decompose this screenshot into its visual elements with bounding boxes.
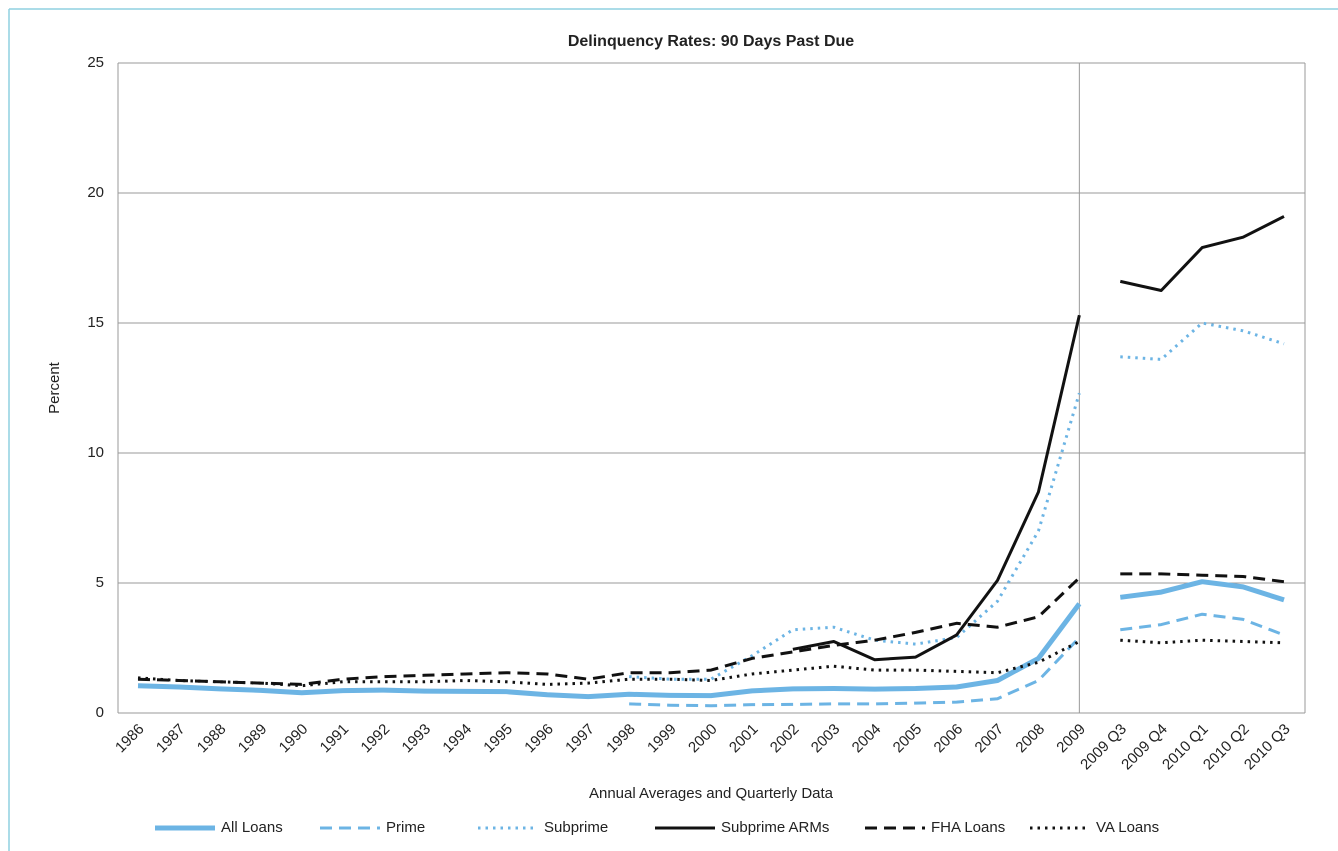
- legend-label: VA Loans: [1096, 819, 1159, 836]
- x-tick-label: 1995: [480, 721, 516, 757]
- x-tick-label: 1987: [153, 721, 189, 757]
- series-line: [1119, 579, 1285, 603]
- x-tick-label: 1991: [317, 721, 353, 757]
- x-tick-label: 2005: [890, 721, 926, 757]
- x-tick-label: 2000: [685, 721, 721, 757]
- series-line: [1120, 638, 1285, 645]
- x-tick-label: 2003: [808, 721, 844, 757]
- legend-label: Prime: [386, 819, 425, 836]
- x-tick-label: 1992: [358, 721, 394, 757]
- series-line: [1120, 612, 1285, 637]
- x-tick-label: 1993: [399, 721, 435, 757]
- series-line: [1119, 215, 1285, 292]
- series-line: [1120, 321, 1285, 361]
- y-tick-label: 10: [87, 444, 104, 461]
- x-tick-label: 2001: [726, 721, 762, 757]
- x-tick-label: 1994: [439, 721, 475, 757]
- x-tick-label: 1988: [194, 721, 230, 757]
- series-line: [137, 640, 1081, 688]
- legend-label: All Loans: [221, 819, 283, 836]
- y-axis-label: Percent: [46, 361, 63, 414]
- x-tick-label: 1996: [521, 721, 557, 757]
- x-tick-label: 2006: [931, 721, 967, 757]
- x-tick-label: 2008: [1012, 721, 1048, 757]
- series-line: [137, 576, 1081, 686]
- x-tick-label: 2007: [972, 721, 1008, 757]
- series-line: [629, 392, 1081, 681]
- y-tick-label: 25: [87, 54, 104, 71]
- y-tick-label: 0: [96, 704, 104, 721]
- x-tick-label: 1990: [276, 721, 312, 757]
- y-tick-label: 5: [96, 574, 104, 591]
- x-tick-label: 1986: [112, 721, 148, 757]
- x-tick-label: 2010 Q3: [1241, 721, 1294, 774]
- series-line: [1120, 572, 1285, 584]
- x-tick-label: 1997: [562, 721, 598, 757]
- x-tick-label: 2009: [1053, 721, 1089, 757]
- x-tick-label: 1999: [644, 721, 680, 757]
- legend-label: Subprime: [544, 819, 608, 836]
- y-tick-label: 20: [87, 184, 104, 201]
- legend-label: FHA Loans: [931, 819, 1005, 836]
- y-tick-label: 15: [87, 314, 104, 331]
- legend-label: Subprime ARMs: [721, 819, 829, 836]
- x-tick-label: 2002: [767, 721, 803, 757]
- x-axis-label: Annual Averages and Quarterly Data: [589, 785, 834, 802]
- x-tick-label: 2004: [849, 721, 885, 757]
- chart-title: Delinquency Rates: 90 Days Past Due: [568, 33, 854, 50]
- series-line: [137, 602, 1082, 700]
- x-tick-label: 1998: [603, 721, 639, 757]
- series-line: [792, 314, 1081, 662]
- x-tick-label: 1989: [235, 721, 271, 757]
